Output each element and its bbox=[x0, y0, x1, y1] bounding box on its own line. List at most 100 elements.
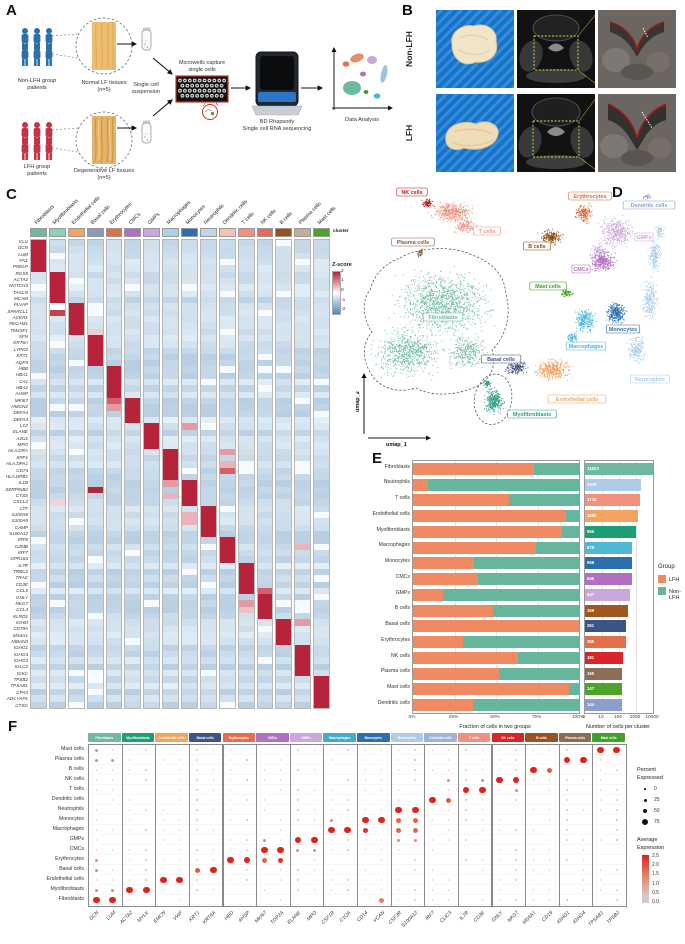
heatmap-cell bbox=[200, 606, 216, 614]
heatmap-cell bbox=[238, 265, 254, 272]
heatmap-cell bbox=[144, 372, 160, 380]
heatmap-cell bbox=[219, 562, 235, 569]
heatmap-cell bbox=[219, 284, 235, 291]
heatmap-cell bbox=[257, 606, 273, 614]
heatmap-cell bbox=[295, 353, 311, 361]
heatmap-cell bbox=[31, 322, 46, 329]
panel-e-label: E bbox=[372, 450, 383, 467]
heatmap-cell bbox=[144, 398, 160, 405]
gene-label: IGHG3 bbox=[13, 658, 28, 664]
heatmap-cell bbox=[200, 695, 216, 702]
gene-label: S100A12 bbox=[9, 531, 28, 537]
panel-f-label: F bbox=[8, 718, 18, 735]
heatmap-cell bbox=[200, 448, 216, 456]
heatmap-cell bbox=[87, 518, 103, 525]
fraction-nonlfh bbox=[442, 588, 579, 601]
heatmap-cell bbox=[68, 360, 84, 367]
heatmap-cell bbox=[125, 644, 141, 652]
umap-label-b-cells: B cells bbox=[523, 241, 551, 251]
gene-label: AQP3 bbox=[15, 359, 28, 365]
gene-label: CAMP bbox=[14, 524, 28, 530]
heatmap-cell bbox=[257, 372, 273, 380]
heatmap-cell bbox=[314, 246, 329, 253]
heatmap-cell bbox=[295, 455, 311, 462]
heatmap-cell bbox=[163, 632, 178, 639]
heatmap-cell bbox=[31, 562, 46, 569]
heatmap-cell bbox=[257, 347, 273, 354]
data-analysis-plot bbox=[331, 47, 393, 111]
fraction-bar bbox=[413, 651, 579, 664]
heatmap-cell bbox=[68, 372, 84, 380]
heatmap-cell bbox=[295, 473, 311, 481]
heatmap-cell bbox=[219, 322, 235, 329]
heatmap-cell bbox=[219, 568, 235, 576]
heatmap-cell bbox=[276, 562, 292, 569]
umap-label-gmps: GMPs bbox=[634, 232, 654, 242]
heatmap-cell bbox=[106, 556, 122, 563]
heatmap-cell bbox=[125, 473, 141, 481]
heatmap-cell bbox=[295, 277, 311, 285]
umap-cluster-neutrophils bbox=[626, 225, 665, 364]
heatmap-cell bbox=[106, 391, 122, 399]
heatmap-cell bbox=[31, 676, 46, 683]
dotplot-header-neutrophils: Neutrophils bbox=[390, 733, 424, 742]
heatmap-cell bbox=[219, 663, 235, 671]
heatmap-cell bbox=[314, 296, 329, 304]
avg-legend-value: 1.5 bbox=[652, 871, 659, 878]
fraction-bar bbox=[413, 525, 579, 538]
heatmap-cell bbox=[276, 518, 292, 525]
heatmap-cell bbox=[125, 417, 141, 424]
heatmap-cell bbox=[238, 549, 254, 557]
gene-label: MPO bbox=[17, 442, 28, 448]
legend-label-nonlfh: Non-LFH bbox=[669, 588, 681, 601]
heatmap-cell bbox=[238, 613, 254, 620]
heatmap-cell bbox=[219, 467, 235, 474]
tissue1-label-1: Normal LF tissues bbox=[81, 80, 126, 86]
heatmap-cell bbox=[257, 315, 273, 323]
heatmap-cell bbox=[182, 404, 197, 411]
suspension-label-1: Single cell bbox=[133, 82, 159, 88]
heatmap-cell bbox=[200, 682, 216, 690]
heatmap-cell bbox=[68, 632, 84, 639]
heatmap-cell bbox=[219, 315, 235, 323]
heatmap-cell bbox=[182, 252, 197, 259]
heatmap-cell bbox=[314, 353, 329, 361]
heatmap-column bbox=[67, 239, 85, 709]
heatmap-cell bbox=[163, 315, 178, 323]
heatmap-cell bbox=[106, 505, 122, 512]
heatmap-cell bbox=[238, 309, 254, 316]
umap-cluster-b-cells bbox=[537, 228, 564, 246]
heatmap-cell bbox=[49, 499, 65, 506]
heatmap-cell bbox=[200, 322, 216, 329]
heatmap-cell bbox=[87, 625, 103, 633]
heatmap-cell bbox=[182, 448, 197, 456]
heatmap-cell bbox=[87, 290, 103, 297]
heatmap-column-label: CMCs bbox=[127, 211, 143, 226]
heatmap-cell bbox=[31, 252, 46, 259]
heatmap-cell bbox=[257, 252, 273, 259]
heatmap-cell bbox=[314, 657, 329, 664]
heatmap-column bbox=[199, 239, 217, 709]
cluster-strip-cell bbox=[67, 228, 85, 237]
heatmap-cell bbox=[314, 492, 329, 500]
heatmap-cell bbox=[125, 372, 141, 380]
heatmap-cell bbox=[257, 505, 273, 512]
heatmap-cell bbox=[295, 398, 311, 405]
heatmap-cell bbox=[31, 353, 46, 361]
heatmap-cell bbox=[68, 670, 84, 677]
count-bar: 1878 bbox=[585, 478, 641, 491]
heatmap-cell bbox=[144, 240, 160, 247]
heatmap-cell bbox=[106, 651, 122, 658]
heatmap-cell bbox=[125, 480, 141, 487]
heatmap-cell bbox=[106, 417, 122, 424]
heatmap-cell bbox=[49, 530, 65, 538]
heatmap-cell bbox=[219, 379, 235, 386]
heatmap-cell bbox=[163, 695, 178, 702]
person-icon bbox=[33, 44, 41, 66]
heatmap-cell bbox=[68, 246, 84, 253]
heatmap-cell bbox=[163, 429, 178, 437]
heatmap-cell bbox=[87, 568, 103, 576]
heatmap-cell bbox=[276, 701, 292, 708]
umap-cluster-nk-cells bbox=[421, 198, 436, 208]
bar-category-label: Erythrocytes bbox=[381, 636, 410, 643]
